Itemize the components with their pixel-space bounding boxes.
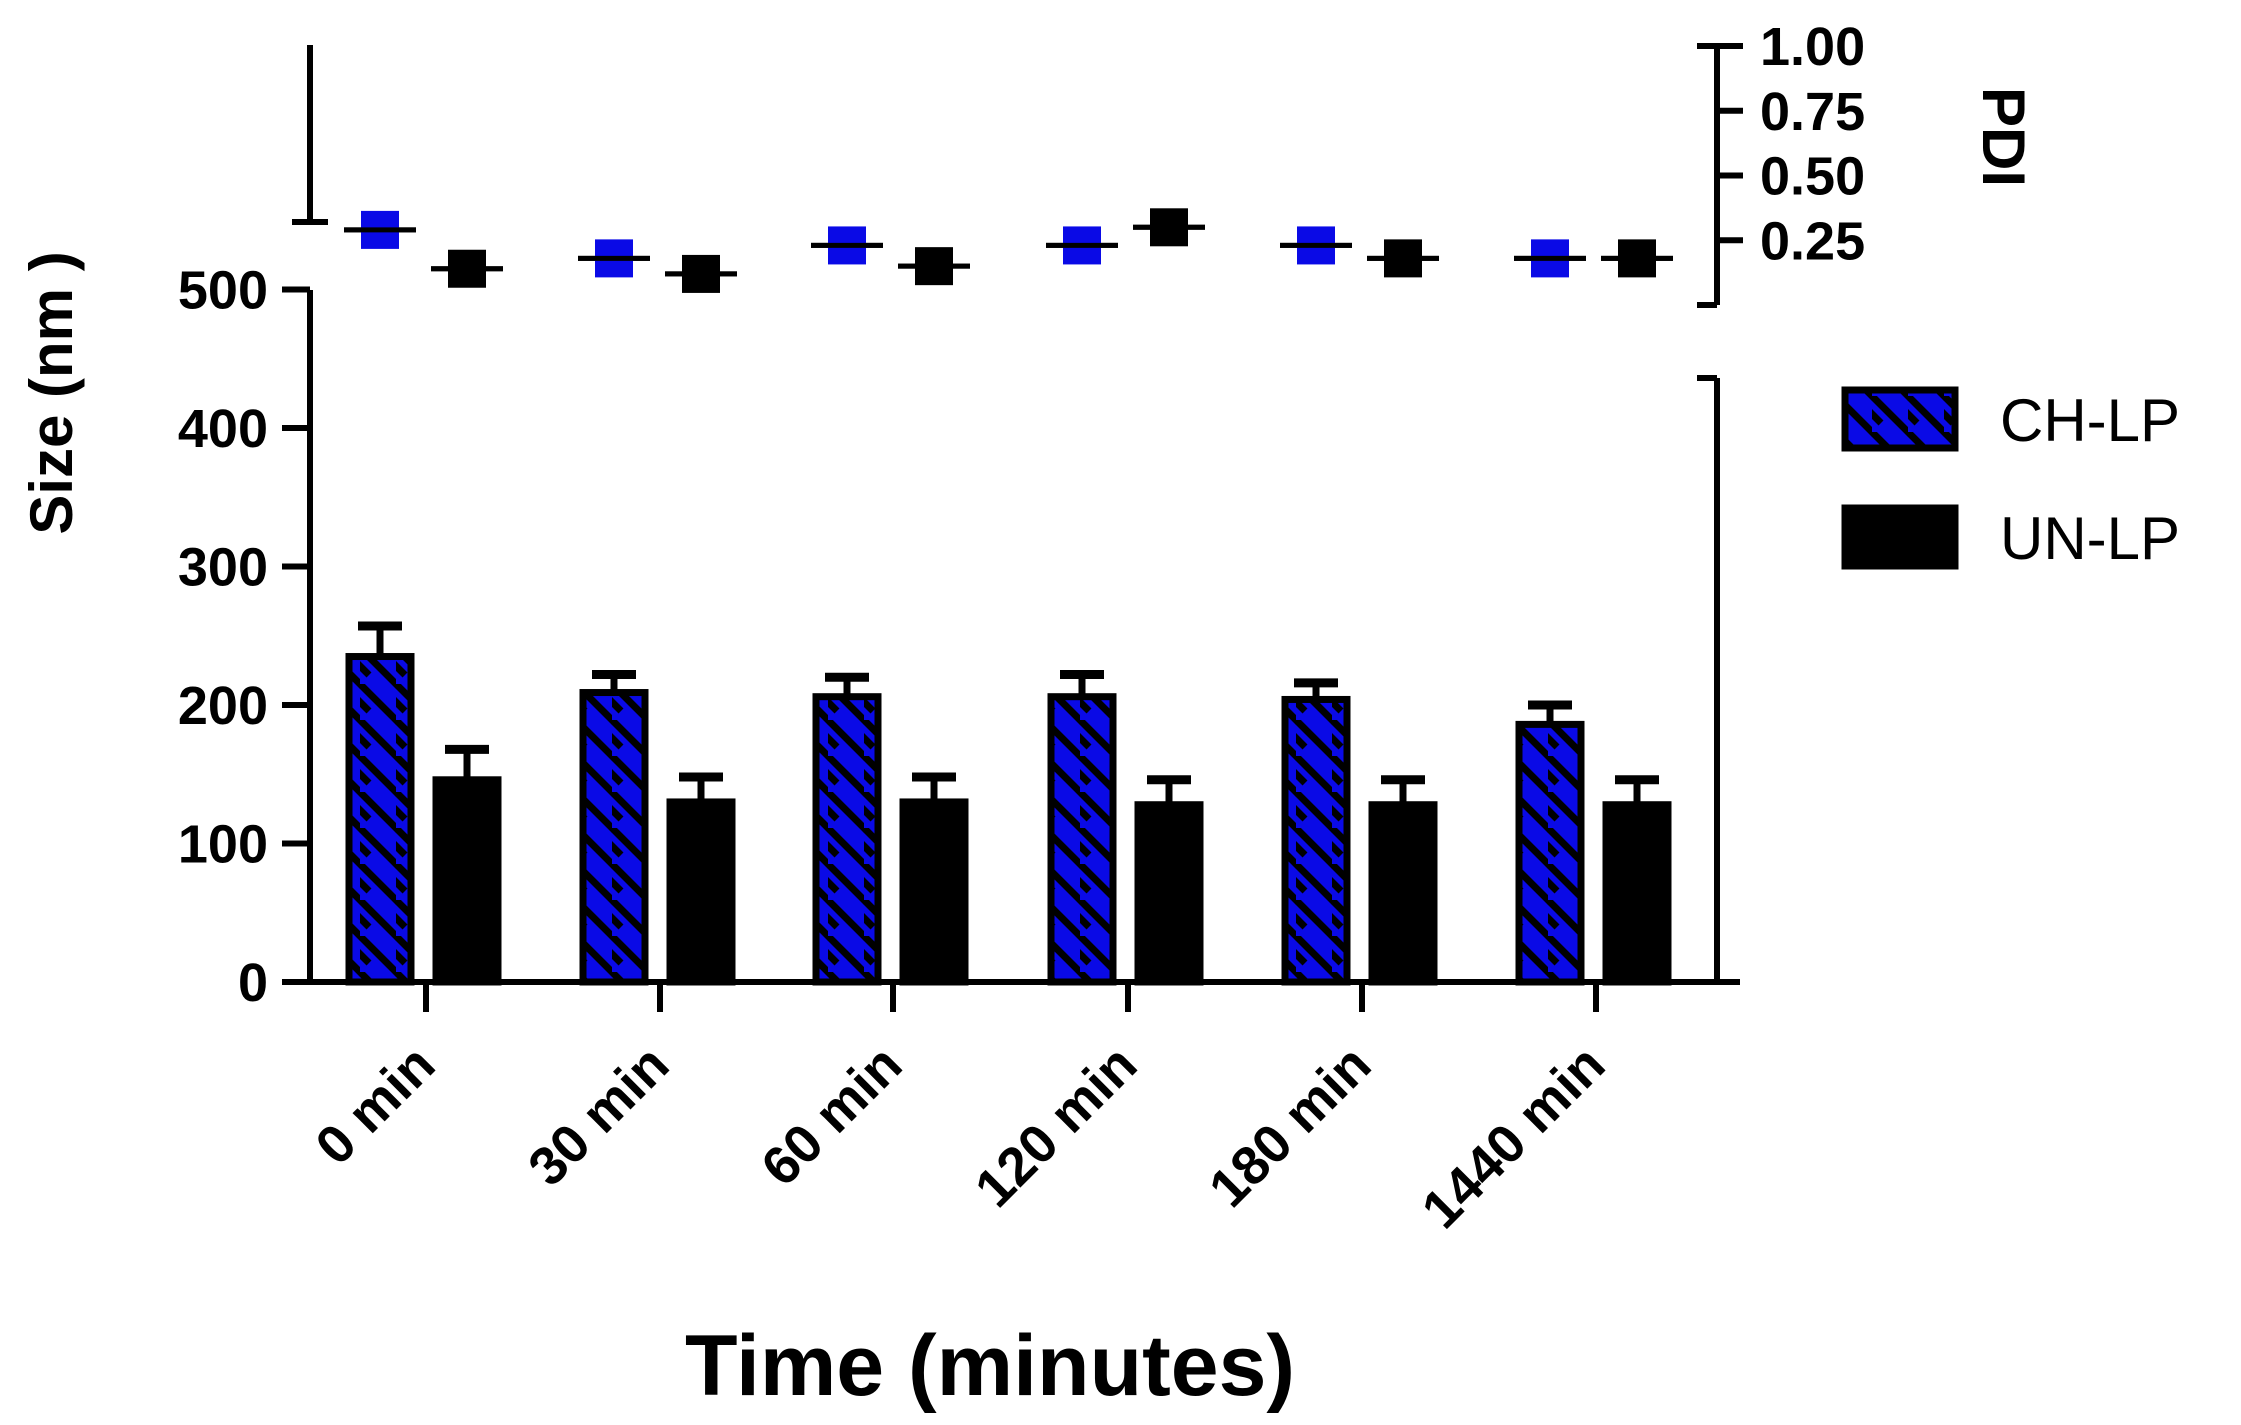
y-tick-label: 100: [178, 815, 268, 875]
x-tick-label: 30 min: [517, 1034, 680, 1197]
bar: [579, 689, 649, 986]
bar: [432, 776, 502, 986]
x-tick-label: 60 min: [750, 1034, 913, 1197]
bar: [812, 693, 882, 986]
y2-axis-title: PDI: [1970, 87, 2037, 187]
axes: [282, 43, 1743, 1012]
y2-tick-label: 0.25: [1760, 211, 1865, 271]
bar: [1047, 693, 1117, 986]
legend-swatch-un-lp: [1841, 504, 1959, 570]
y-tick-label: 300: [178, 538, 268, 598]
y-tick-label: 500: [178, 261, 268, 321]
y-tick-label: 0: [238, 953, 268, 1013]
bar: [1602, 801, 1672, 986]
bar: [666, 798, 736, 986]
x-tick-label: 0 min: [304, 1034, 446, 1176]
y2-tick-label: 0.50: [1760, 147, 1865, 207]
legend: CH-LP UN-LP: [1841, 386, 2180, 572]
x-tick-label: 1440 min: [1411, 1034, 1617, 1240]
bar: [1134, 801, 1204, 986]
bars: [345, 621, 1672, 986]
y-tick-label: 200: [178, 676, 268, 736]
legend-label-un-lp: UN-LP: [2000, 505, 2180, 572]
x-tick-label: 180 min: [1198, 1034, 1383, 1219]
y2-tick-label: 0.75: [1760, 82, 1865, 142]
bar: [345, 653, 415, 986]
legend-label-ch-lp: CH-LP: [2000, 387, 2180, 454]
bar: [1368, 801, 1438, 986]
y-tick-label: 400: [178, 399, 268, 459]
tick-labels: 0 100 200 300 400 500 0 min 30 min 60 min 120 min…: [178, 17, 1865, 1240]
y-axis-title: Size (nm ): [18, 251, 85, 534]
x-axis-title: Time (minutes): [685, 1318, 1295, 1414]
x-tick-label: 120 min: [964, 1034, 1149, 1219]
bar: [1515, 720, 1585, 986]
bar: [899, 798, 969, 986]
y2-tick-label: 1.00: [1760, 17, 1865, 77]
pdi-markers: [344, 208, 1673, 293]
legend-swatch-ch-lp: [1841, 386, 1959, 452]
bar: [1281, 695, 1351, 986]
